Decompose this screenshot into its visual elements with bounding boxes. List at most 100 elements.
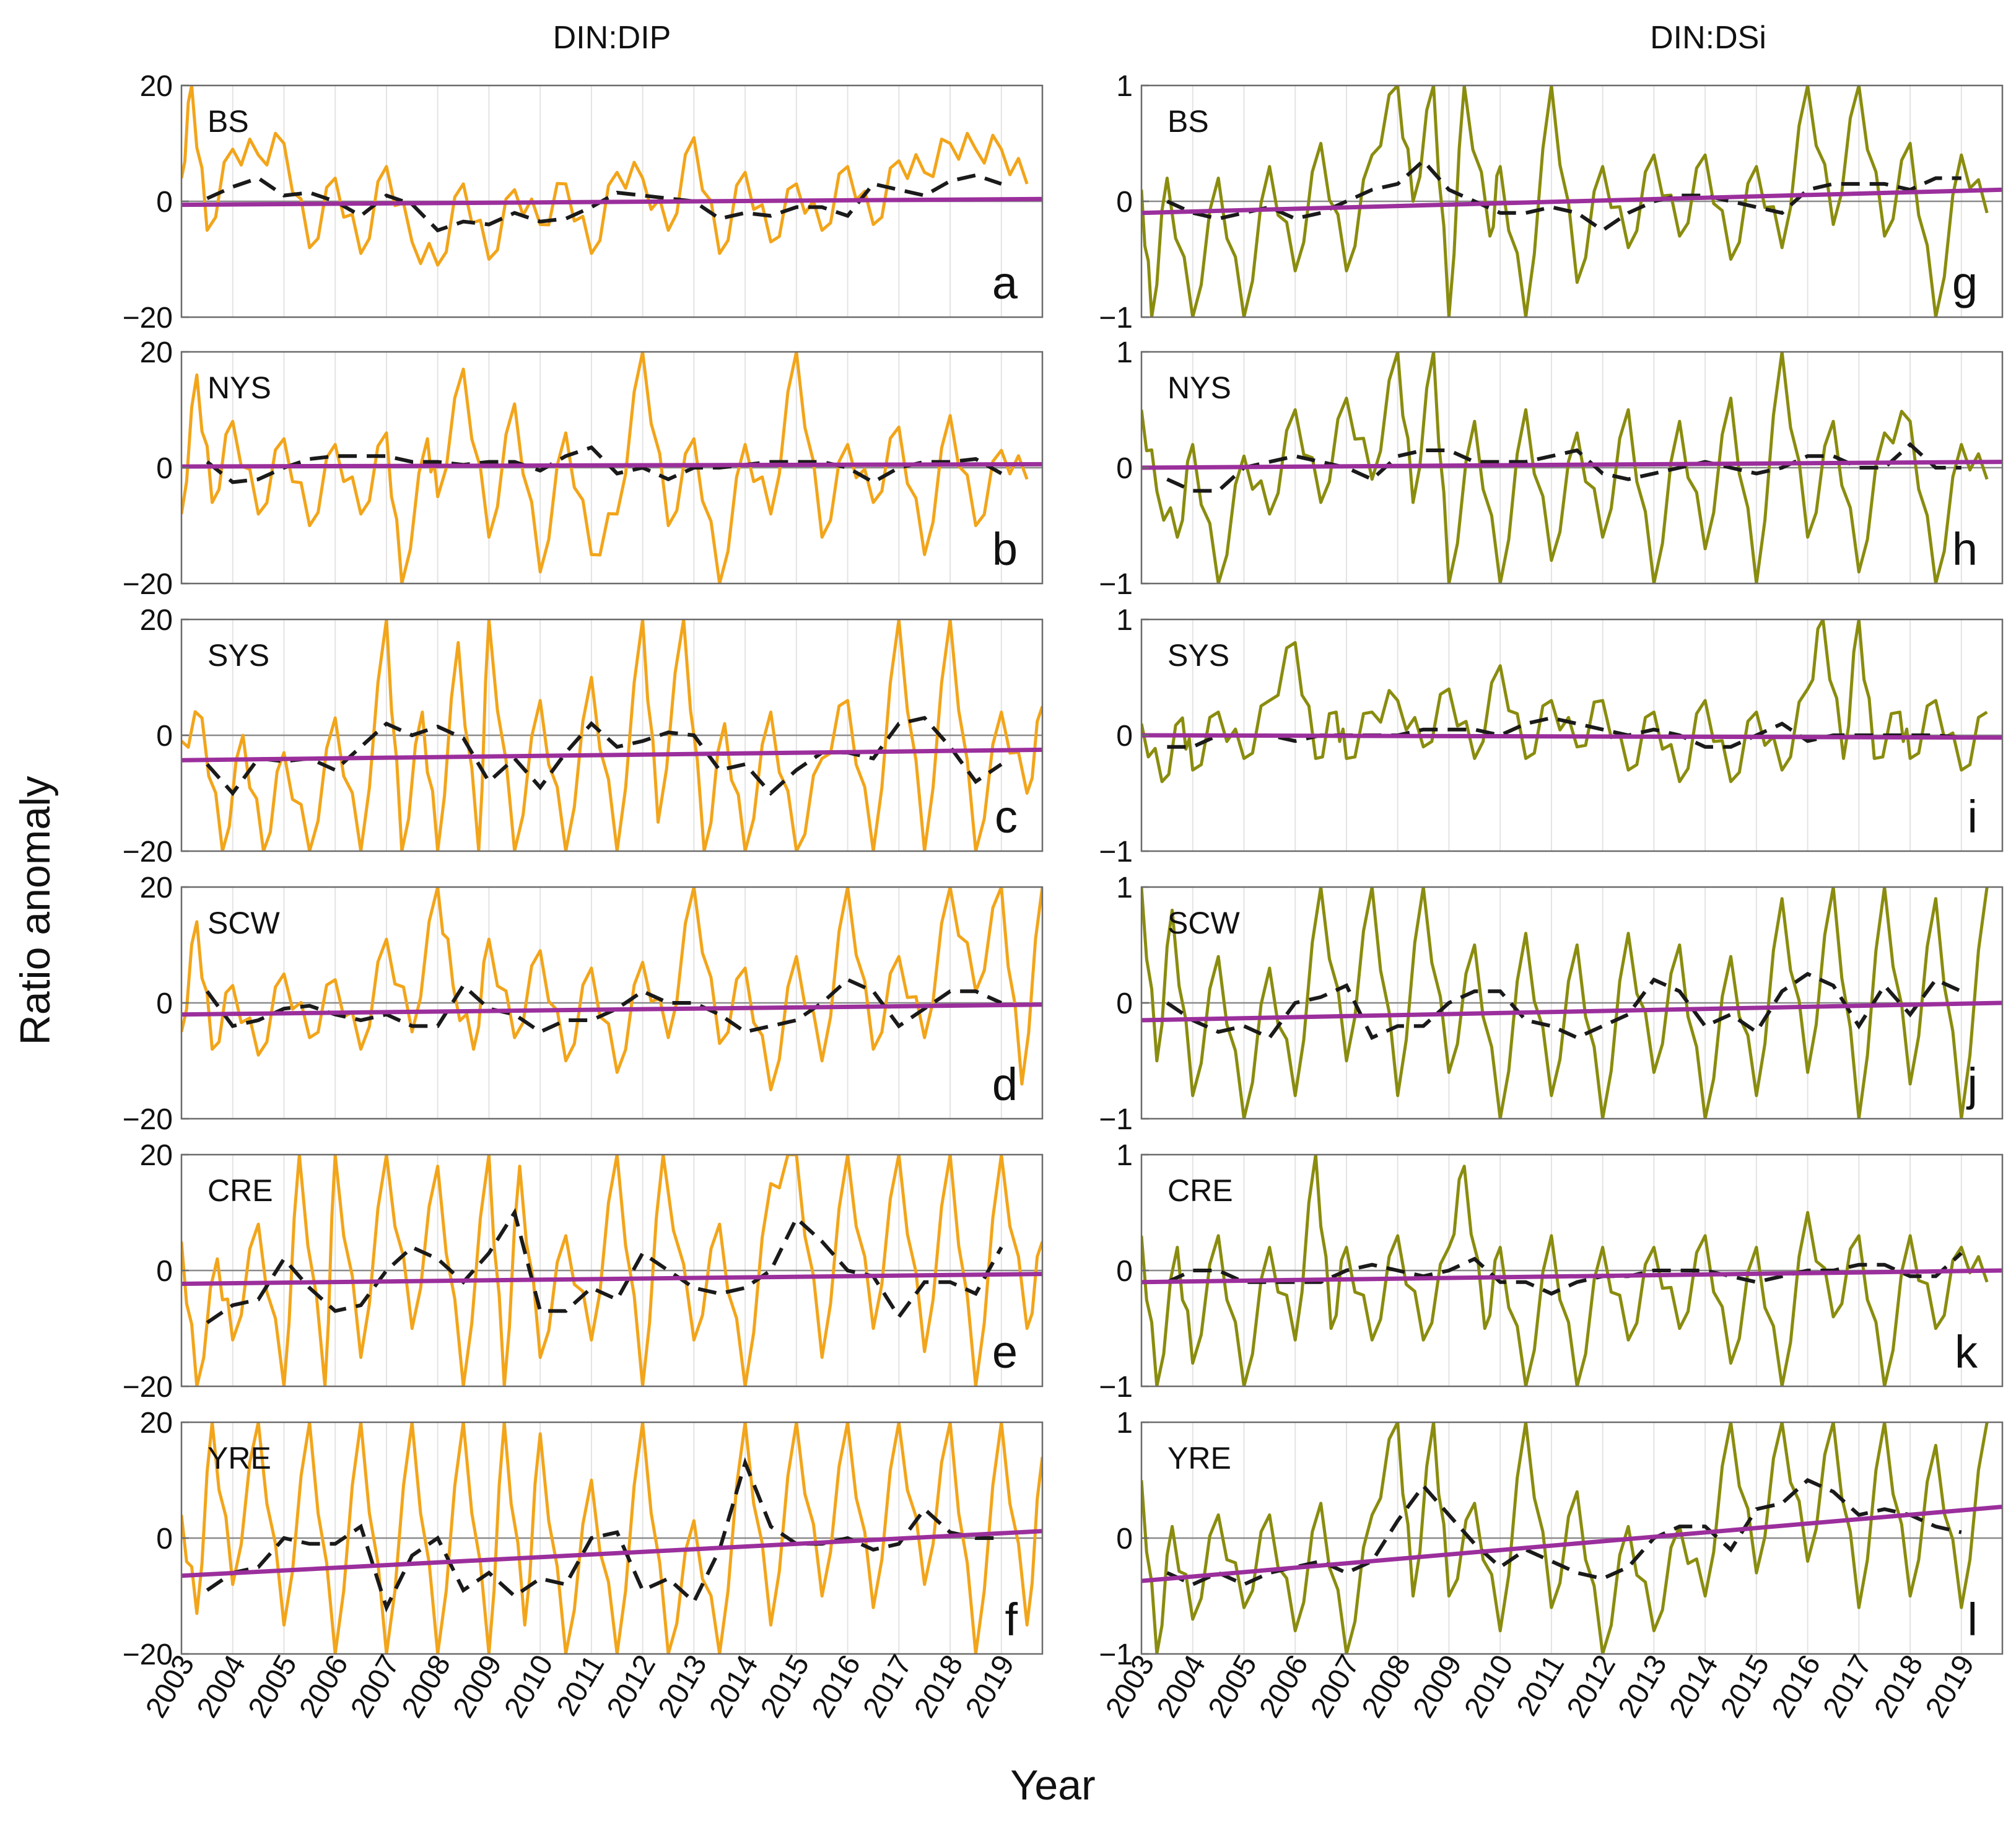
series-raw-h <box>1141 352 1989 584</box>
xtick-label-f-2011: 2011 <box>551 1650 611 1721</box>
region-label-f: YRE <box>207 1441 271 1476</box>
panel-i: 1 0 −1 SYS i <box>1099 604 2004 868</box>
region-label-h: NYS <box>1167 370 1231 405</box>
ytick-label-i-2: −1 <box>1099 836 1133 868</box>
series-raw-k <box>1141 1155 1989 1386</box>
panel-letter-k: k <box>1955 1326 1978 1378</box>
xtick-label-l-2018: 2018 <box>1868 1650 1929 1723</box>
series-smoothed-b <box>206 445 1003 484</box>
ytick-label-f-0: 20 <box>140 1407 173 1440</box>
ytick-label-g-2: −1 <box>1099 302 1133 335</box>
xtick-label-l-2014: 2014 <box>1663 1650 1724 1723</box>
ytick-label-k-2: −1 <box>1099 1371 1133 1404</box>
xtick-label-l-2015: 2015 <box>1714 1650 1776 1723</box>
xtick-label-l-2017: 2017 <box>1817 1650 1879 1723</box>
panel-letter-d: d <box>992 1059 1018 1110</box>
panel-letter-a: a <box>992 257 1018 308</box>
ytick-label-j-0: 1 <box>1116 872 1133 904</box>
ytick-label-c-2: −20 <box>123 836 173 868</box>
series-smoothed-d <box>205 977 1003 1034</box>
ytick-label-e-0: 20 <box>140 1139 173 1172</box>
ytick-label-i-0: 1 <box>1116 604 1133 637</box>
panel-letter-j: j <box>1966 1059 1978 1110</box>
series-smoothed-f <box>206 1457 1001 1613</box>
xtick-label-l-2004: 2004 <box>1151 1650 1212 1723</box>
series-raw-j <box>1141 887 1989 1119</box>
ytick-label-k-1: 0 <box>1116 1255 1133 1288</box>
region-label-a: BS <box>207 104 249 139</box>
trend-line-i <box>1141 733 2002 740</box>
panel-k: 1 0 −1 CRE k <box>1099 1139 2004 1404</box>
ytick-label-k-0: 1 <box>1116 1139 1133 1172</box>
trend-line-h <box>1141 460 2002 470</box>
ytick-label-h-0: 1 <box>1116 336 1133 369</box>
panel-e: 20 0 −20 CRE e <box>123 1139 1044 1404</box>
ytick-label-f-2: −20 <box>123 1638 173 1671</box>
xtick-label-f-2018: 2018 <box>908 1650 969 1723</box>
x-axis-label: Year <box>1010 1762 1095 1809</box>
trend-line-a <box>181 196 1042 208</box>
ytick-label-a-2: −20 <box>123 302 173 335</box>
xtick-label-f-2013: 2013 <box>652 1650 713 1723</box>
xtick-label-f-2010: 2010 <box>498 1650 559 1723</box>
series-raw-a <box>181 85 1029 267</box>
xtick-label-f-2017: 2017 <box>857 1650 919 1723</box>
ytick-label-b-0: 20 <box>140 336 173 369</box>
panel-grid: 200−20BSa200−20NYSb200−20SYSc200−20SCWd2… <box>123 70 2004 1723</box>
series-smoothed-h <box>1166 442 1961 493</box>
xtick-label-f-2016: 2016 <box>806 1650 867 1723</box>
ytick-label-e-1: 0 <box>156 1255 173 1288</box>
xtick-label-l-2011: 2011 <box>1511 1650 1571 1721</box>
y-axis-label: Ratio anomaly <box>12 776 59 1046</box>
ytick-label-a-1: 0 <box>156 186 173 219</box>
ytick-label-a-0: 20 <box>140 70 173 103</box>
series-raw-e <box>181 1155 1042 1386</box>
panel-g: 1 0 −1 BS g <box>1099 70 2004 335</box>
ytick-label-b-2: −20 <box>123 568 173 601</box>
ytick-label-l-2: −1 <box>1099 1638 1133 1671</box>
ytick-label-d-2: −20 <box>123 1103 173 1136</box>
xtick-label-l-2007: 2007 <box>1304 1650 1366 1723</box>
region-label-j: SCW <box>1167 906 1240 940</box>
xtick-label-f-2012: 2012 <box>601 1650 662 1723</box>
ytick-label-j-1: 0 <box>1116 987 1133 1020</box>
xtick-label-l-2009: 2009 <box>1407 1650 1468 1723</box>
xtick-label-f-2007: 2007 <box>344 1650 406 1723</box>
trend-line-d <box>181 1002 1042 1017</box>
panel-letter-c: c <box>995 791 1018 842</box>
ytick-label-l-1: 0 <box>1116 1523 1133 1555</box>
ytick-label-d-1: 0 <box>156 987 173 1020</box>
panel-h: 1 0 −1 NYS h <box>1099 336 2004 601</box>
ytick-label-l-0: 1 <box>1116 1407 1133 1440</box>
series-raw-b <box>181 352 1029 584</box>
ytick-label-g-1: 0 <box>1116 186 1133 219</box>
ytick-label-c-0: 20 <box>140 604 173 637</box>
xtick-label-f-2009: 2009 <box>447 1650 508 1723</box>
ytick-label-j-2: −1 <box>1099 1103 1133 1136</box>
region-label-i: SYS <box>1167 638 1229 673</box>
panel-letter-h: h <box>1952 523 1978 575</box>
series-raw-g <box>1141 85 1989 317</box>
region-label-d: SCW <box>207 906 280 940</box>
series-raw-i <box>1141 619 1988 784</box>
xtick-label-f-2014: 2014 <box>703 1650 764 1723</box>
panel-letter-f: f <box>1005 1594 1018 1645</box>
panel-j: 1 0 −1 SCW j <box>1099 872 2004 1136</box>
region-label-b: NYS <box>207 370 271 405</box>
trend-line-j <box>1141 1000 2002 1023</box>
ytick-label-h-1: 0 <box>1116 452 1133 485</box>
ytick-label-b-1: 0 <box>156 452 173 485</box>
panel-letter-i: i <box>1968 791 1978 842</box>
xtick-label-l-2013: 2013 <box>1612 1650 1673 1723</box>
panel-c: 20 0 −20 SYS c <box>123 604 1044 868</box>
xtick-label-l-2019: 2019 <box>1919 1650 1981 1723</box>
panel-letter-g: g <box>1952 257 1978 308</box>
xtick-label-f-2005: 2005 <box>242 1650 303 1723</box>
region-label-c: SYS <box>207 638 269 673</box>
series-raw-f <box>181 1422 1042 1654</box>
panel-a: 20 0 −20 BS a <box>123 70 1044 335</box>
xtick-label-f-2019: 2019 <box>959 1650 1021 1723</box>
xtick-label-f-2006: 2006 <box>293 1650 354 1723</box>
trend-line-e <box>181 1272 1042 1287</box>
column-title-dindip: DIN:DIP <box>553 20 671 56</box>
